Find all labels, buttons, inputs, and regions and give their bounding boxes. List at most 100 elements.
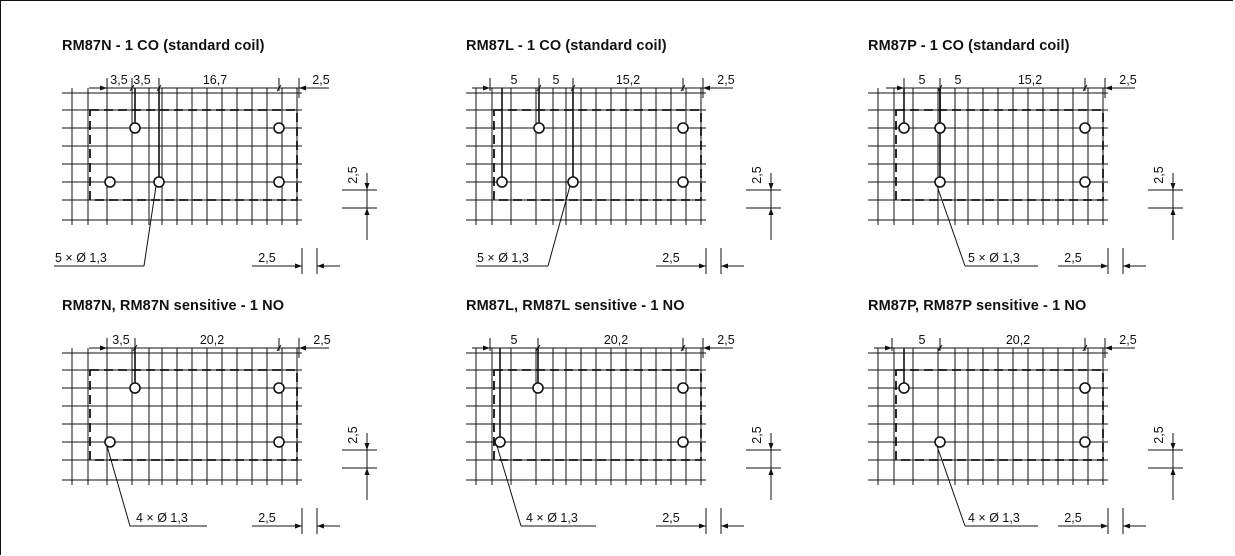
relay-outline [895, 369, 1104, 461]
pitch-label: 20,2 [200, 333, 224, 347]
bottom-pitch-label: 2,5 [662, 511, 679, 525]
pitch-label: 2,5 [717, 333, 734, 347]
dimension-arrow [364, 443, 370, 450]
pitch-label: 2,5 [1119, 73, 1136, 87]
panel-title: RM87P - 1 CO (standard coil) [868, 38, 1070, 54]
dimension-arrow [721, 263, 728, 269]
pcb-layout-drawing: 5 5 15,2 2,5 2,5 2,5 5 × Ø 1,3 [868, 73, 1183, 274]
pin-hole [273, 436, 285, 448]
dimension-arrow [100, 85, 107, 91]
relay-outline [895, 109, 1104, 201]
panel-rm87l-co: RM87L - 1 CO (standard coil) 5 5 15,2 2,5 2,… [466, 38, 806, 278]
leader-line [143, 185, 157, 267]
panel-rm87l-no: RM87L, RM87L sensitive - 1 NO 5 20,2 2,5 2,… [466, 298, 806, 538]
pin-hole [273, 382, 285, 394]
panel-rm87n-co: RM87N - 1 CO (standard coil) 3,5 3,5 16,7 2… [54, 38, 402, 278]
dimension-arrow [897, 85, 904, 91]
panel-rm87p-no: RM87P, RM87P sensitive - 1 NO 5 20,2 2,5 2,… [868, 298, 1208, 538]
dimension-arrow [703, 85, 710, 91]
bottom-pitch-label: 2,5 [1064, 251, 1081, 265]
grid-pitch-label: 2,5 [1152, 166, 1166, 183]
dimension-arrow [317, 523, 324, 529]
pitch-label: 15,2 [616, 73, 640, 87]
dimension-arrow [1170, 468, 1176, 475]
relay-outline [493, 109, 702, 201]
relay-outline [493, 369, 702, 461]
panel-rm87p-co: RM87P - 1 CO (standard coil) 5 5 15,2 2,5 2,… [868, 38, 1208, 278]
dimension-arrow [483, 345, 490, 351]
pin-hole [273, 176, 285, 188]
dimension-arrow [295, 263, 302, 269]
pin-hole [1079, 176, 1091, 188]
grid-pitch-label: 2,5 [346, 426, 360, 443]
pin-hole [129, 122, 141, 134]
pitch-label: 20,2 [1006, 333, 1030, 347]
bottom-pitch-label: 2,5 [662, 251, 679, 265]
pitch-label: 2,5 [313, 333, 330, 347]
dimension-arrow [364, 183, 370, 190]
dimension-arrow [1170, 183, 1176, 190]
pin-hole [934, 176, 946, 188]
pitch-label: 15,2 [1018, 73, 1042, 87]
hole-spec-label: 5 × Ø 1,3 [968, 251, 1020, 265]
pin-hole [934, 436, 946, 448]
dimension-arrow [1170, 443, 1176, 450]
pitch-label: 5 [511, 73, 518, 87]
pin-hole [153, 176, 165, 188]
dimension-arrow [364, 208, 370, 215]
grid-pitch-label: 2,5 [1152, 426, 1166, 443]
dimension-arrow [364, 468, 370, 475]
pitch-label: 5 [919, 333, 926, 347]
pitch-label: 5 [511, 333, 518, 347]
dimension-arrow [483, 85, 490, 91]
pin-hole [677, 176, 689, 188]
pin-hole [1079, 382, 1091, 394]
dimension-arrow [1101, 523, 1108, 529]
pcb-layout-drawing: 5 20,2 2,5 2,5 2,5 4 × Ø 1,3 [466, 333, 781, 534]
bottom-pitch-label: 2,5 [258, 251, 275, 265]
dimension-arrow [317, 263, 324, 269]
pitch-label: 5 [553, 73, 560, 87]
dimension-arrow [299, 345, 306, 351]
dimension-arrow [768, 468, 774, 475]
pitch-label: 2,5 [717, 73, 734, 87]
pin-hole [567, 176, 579, 188]
pitch-label: 5 [955, 73, 962, 87]
dimension-arrow [299, 85, 306, 91]
leader-line [496, 445, 522, 527]
panel-title: RM87L, RM87L sensitive - 1 NO [466, 298, 685, 314]
hole-spec-label: 5 × Ø 1,3 [55, 251, 107, 265]
dimension-arrow [721, 523, 728, 529]
relay-outline [89, 369, 298, 461]
dimension-arrow [1123, 523, 1130, 529]
grid-pitch-label: 2,5 [750, 426, 764, 443]
relay-outline [89, 109, 298, 201]
panel-title: RM87N - 1 CO (standard coil) [62, 38, 265, 54]
pin-hole [533, 122, 545, 134]
dimension-arrow [1170, 208, 1176, 215]
dimension-arrow [885, 345, 892, 351]
dimension-arrow [1101, 263, 1108, 269]
pitch-label: 20,2 [604, 333, 628, 347]
pitch-label: 16,7 [203, 73, 227, 87]
pin-hole [104, 436, 116, 448]
grid-pitch-label: 2,5 [346, 166, 360, 183]
pitch-label: 3,5 [110, 73, 127, 87]
pcb-layout-drawing: 3,5 20,2 2,5 2,5 2,5 4 × Ø 1,3 [62, 333, 377, 534]
pin-hole [1079, 436, 1091, 448]
dimension-arrow [295, 523, 302, 529]
grid-pitch-label: 2,5 [750, 166, 764, 183]
dimension-arrow [699, 523, 706, 529]
dimension-arrow [768, 443, 774, 450]
panel-title: RM87N, RM87N sensitive - 1 NO [62, 298, 285, 314]
pcb-layout-drawing: 5 20,2 2,5 2,5 2,5 4 × Ø 1,3 [868, 333, 1183, 534]
leader-line [936, 445, 966, 527]
pin-hole [677, 122, 689, 134]
pcb-layout-drawing: 3,5 3,5 16,7 2,5 2,5 2,5 5 × Ø 1,3 [54, 73, 377, 274]
pitch-label: 5 [919, 73, 926, 87]
hole-spec-label: 5 × Ø 1,3 [477, 251, 529, 265]
bottom-pitch-label: 2,5 [1064, 511, 1081, 525]
pin-hole [1079, 122, 1091, 134]
pitch-label: 3,5 [133, 73, 150, 87]
